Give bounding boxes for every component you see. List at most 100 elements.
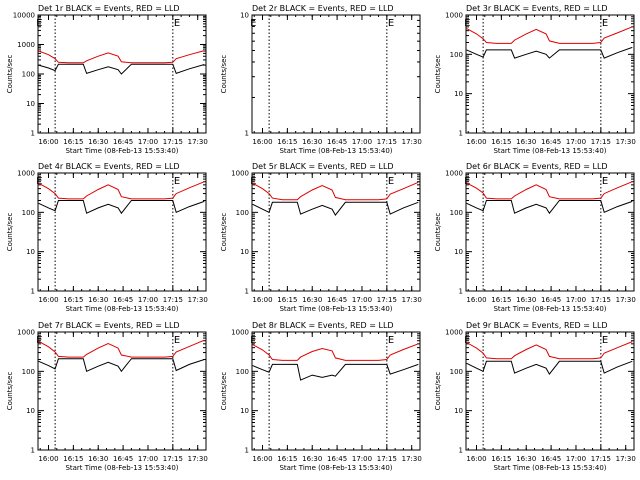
series-events-line <box>252 201 419 217</box>
series-lld-line <box>466 341 633 360</box>
x-axis-label: Start Time (08-Feb-13 15:53:40) <box>279 305 392 313</box>
event-marker-label: E <box>174 18 180 29</box>
chart-panel-5: Det 5r BLACK = Events, RED = LLD 1 10 100 10… <box>220 162 422 313</box>
x-tick-label: 16:30 <box>88 455 108 463</box>
y-axis-label: Counts/sec <box>434 372 442 411</box>
event-marker-label: E <box>36 176 42 187</box>
x-tick-label: 17:00 <box>352 296 372 304</box>
x-tick-label: 16:15 <box>63 455 83 463</box>
y-tick-label: 10 <box>26 100 35 108</box>
y-tick-label: 10 <box>26 248 35 256</box>
series-lld-line <box>38 181 205 200</box>
chart-title: Det 8r BLACK = Events, RED = LLD <box>252 321 394 330</box>
plot-frame <box>251 331 421 451</box>
x-tick-label: 16:00 <box>466 138 486 146</box>
event-marker-label: E <box>602 335 608 346</box>
y-axis-label: Counts/sec <box>434 213 442 252</box>
series-lld-line <box>466 181 633 200</box>
y-tick-label: 1 <box>245 130 249 138</box>
x-tick-label: 17:30 <box>188 296 208 304</box>
x-tick-label: 17:15 <box>163 455 183 463</box>
x-tick-label: 16:00 <box>466 296 486 304</box>
series-lld-line <box>38 339 205 358</box>
x-tick-label: 16:15 <box>63 138 83 146</box>
series-lld-line <box>252 343 419 361</box>
y-tick-label: 10 <box>240 12 249 20</box>
x-tick-label: 17:00 <box>138 296 158 304</box>
series-lld-line <box>466 26 633 44</box>
x-tick-label: 16:45 <box>113 138 133 146</box>
x-tick-label: 17:30 <box>402 455 422 463</box>
y-tick-label: 1000 <box>17 41 35 49</box>
y-tick-label: 10 <box>26 407 35 415</box>
x-tick-label: 17:15 <box>377 455 397 463</box>
x-tick-label: 16:30 <box>302 455 322 463</box>
series-events-line <box>38 358 205 373</box>
y-tick-label: 1000 <box>445 12 463 20</box>
y-tick-label: 1000 <box>445 170 463 178</box>
chart-panel-9: Det 9r BLACK = Events, RED = LLD 1 10 100 10… <box>434 321 636 472</box>
y-axis-label: Counts/sec <box>434 55 442 94</box>
x-tick-label: 17:30 <box>616 455 636 463</box>
y-tick-label: 1 <box>459 130 463 138</box>
x-axis-label: Start Time (08-Feb-13 15:53:40) <box>65 305 178 313</box>
x-tick-label: 16:45 <box>327 455 347 463</box>
plot-frame <box>465 14 635 134</box>
event-marker-label: E <box>36 18 42 29</box>
x-tick-label: 17:15 <box>591 138 611 146</box>
x-tick-label: 17:15 <box>377 138 397 146</box>
series-events-line <box>38 200 205 215</box>
y-tick-label: 100 <box>236 209 249 217</box>
y-axis-label: Counts/sec <box>6 55 14 94</box>
chart-title: Det 5r BLACK = Events, RED = LLD <box>252 162 394 171</box>
event-marker-label: E <box>464 176 470 187</box>
event-marker-label: E <box>388 18 394 29</box>
series-events-line <box>38 63 205 75</box>
y-axis-label: Counts/sec <box>6 372 14 411</box>
x-tick-label: 16:00 <box>466 455 486 463</box>
series-lld-line <box>38 50 205 64</box>
x-tick-label: 16:15 <box>491 296 511 304</box>
plot-frame <box>465 331 635 451</box>
y-tick-label: 10 <box>454 248 463 256</box>
x-tick-label: 16:00 <box>252 455 272 463</box>
y-tick-label: 1 <box>459 447 463 455</box>
x-axis-label: Start Time (08-Feb-13 15:53:40) <box>493 147 606 155</box>
y-tick-label: 1000 <box>231 170 249 178</box>
y-tick-label: 1 <box>31 447 35 455</box>
x-axis-label: Start Time (08-Feb-13 15:53:40) <box>493 464 606 472</box>
x-tick-label: 16:45 <box>541 138 561 146</box>
x-tick-label: 16:45 <box>327 296 347 304</box>
y-axis-label: Counts/sec <box>220 372 228 411</box>
series-events-line <box>466 46 633 59</box>
x-tick-label: 17:15 <box>163 296 183 304</box>
x-tick-label: 16:00 <box>252 296 272 304</box>
y-tick-label: 1 <box>245 447 249 455</box>
x-tick-label: 16:30 <box>516 455 536 463</box>
y-tick-label: 100 <box>22 71 35 79</box>
chart-title: Det 9r BLACK = Events, RED = LLD <box>466 321 608 330</box>
x-tick-label: 17:30 <box>616 138 636 146</box>
y-tick-label: 100 <box>450 368 463 376</box>
x-tick-label: 17:30 <box>616 296 636 304</box>
y-axis-label: Counts/sec <box>6 213 14 252</box>
event-marker-label: E <box>250 335 256 346</box>
y-tick-label: 100 <box>236 368 249 376</box>
event-marker-label: E <box>602 176 608 187</box>
y-tick-label: 100 <box>450 209 463 217</box>
event-marker-label: E <box>250 176 256 187</box>
x-tick-label: 17:15 <box>377 296 397 304</box>
x-tick-label: 17:00 <box>352 138 372 146</box>
x-tick-label: 16:00 <box>38 455 58 463</box>
plot-frame <box>37 331 207 451</box>
event-marker-label: E <box>464 335 470 346</box>
x-tick-label: 17:30 <box>402 138 422 146</box>
x-tick-label: 17:30 <box>188 455 208 463</box>
y-tick-label: 10 <box>240 407 249 415</box>
x-tick-label: 17:30 <box>188 138 208 146</box>
x-tick-label: 16:45 <box>541 296 561 304</box>
x-tick-label: 17:00 <box>566 455 586 463</box>
chart-panel-1: Det 1r BLACK = Events, RED = LLD 1 10 100 10… <box>6 4 208 155</box>
chart-panel-2: Det 2r BLACK = Events, RED = LLD 1 10 16:00… <box>220 4 422 155</box>
